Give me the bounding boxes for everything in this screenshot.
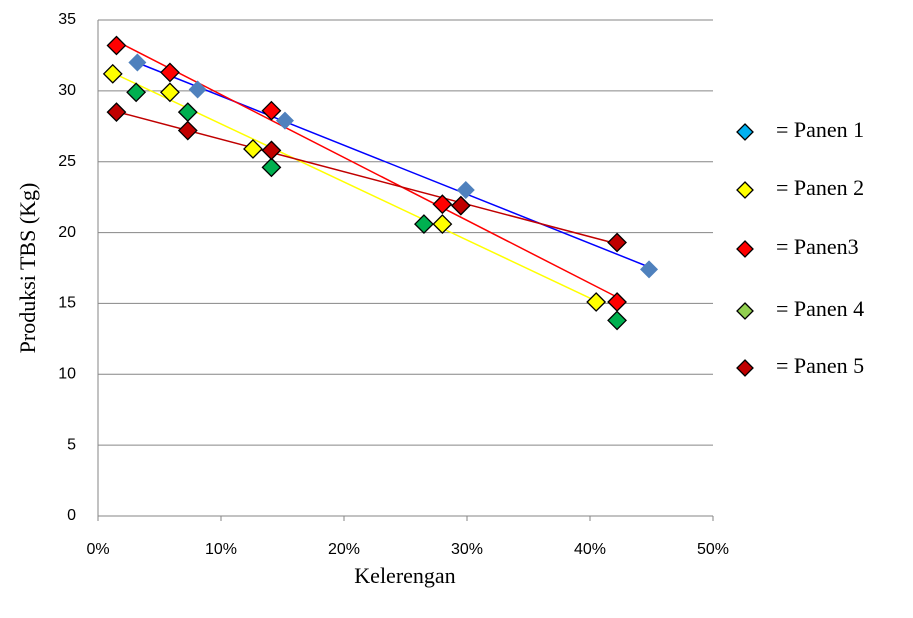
legend-marker [736,302,754,320]
trendline [137,62,650,268]
x-tick-label: 30% [451,541,483,558]
data-point [607,232,627,253]
x-tick-label: 10% [205,541,237,558]
y-tick-label: 25 [58,153,76,170]
legend-marker [736,359,754,377]
data-point [586,292,607,312]
trendline [116,40,618,298]
data-point [432,214,453,234]
data-point [160,62,180,83]
data-point [640,260,659,279]
data-point [106,102,127,123]
data-point [261,100,282,121]
x-tick-label: 20% [328,541,360,558]
data-point [275,111,294,130]
x-tick-label: 50% [697,541,729,558]
data-point [607,310,627,331]
data-point [102,63,123,84]
data-point [450,195,471,216]
y-tick-label: 10 [58,366,76,383]
y-tick-label: 35 [58,11,76,28]
data-point [414,214,434,234]
y-tick-label: 15 [58,295,76,312]
trendline [116,110,618,245]
y-tick-label: 30 [58,82,76,99]
data-point [126,82,147,103]
legend-label: = Panen 5 [776,353,864,378]
data-point [188,80,207,99]
y-tick-label: 20 [58,224,76,241]
data-point [432,194,453,215]
legend-label: = Panen 4 [776,296,864,321]
y-tick-label: 5 [67,436,76,453]
y-axis-label: Produksi TBS (Kg) [15,183,40,354]
data-point [456,181,475,200]
legend-marker [736,240,754,258]
x-axis-label: Kelerengan [354,563,455,588]
data-point [128,53,147,72]
legend-label: = Panen 1 [776,117,864,142]
data-point [160,82,180,103]
data-point [106,35,127,56]
legend-label: = Panen 2 [776,175,864,200]
legend-marker [736,181,754,199]
x-tick-label: 0% [86,541,109,558]
data-point [607,292,627,312]
y-tick-label: 0 [67,507,76,524]
x-tick-label: 40% [574,541,606,558]
data-point [261,157,282,178]
data-point [261,140,282,161]
legend-marker [736,123,754,141]
legend-label: = Panen3 [776,234,859,259]
data-point [177,120,198,141]
data-point [243,139,263,159]
